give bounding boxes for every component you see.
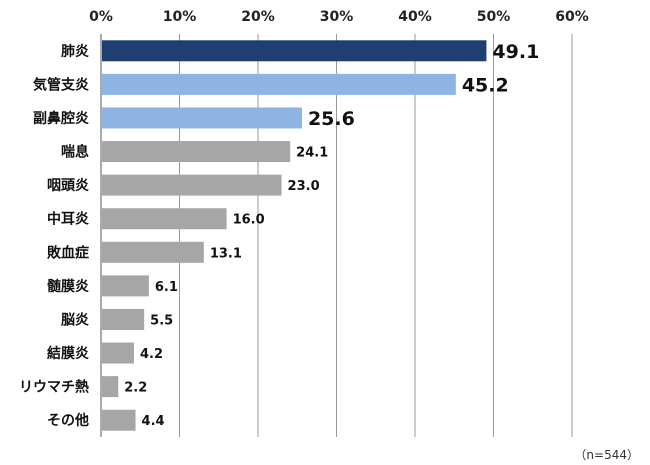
value-label-6: 13.1 [210,246,242,261]
value-label-1: 45.2 [462,74,509,96]
bar-5 [102,208,227,230]
x-tick-label-0: 0% [89,9,113,25]
category-label-2: 副鼻腔炎 [33,110,89,127]
value-label-3: 24.1 [296,146,328,161]
value-label-7: 6.1 [155,280,178,295]
x-tick-label-10: 10% [163,9,197,25]
bar-4 [102,174,282,196]
value-label-8: 5.5 [150,313,173,328]
category-label-0: 肺炎 [61,44,89,60]
x-tick-label-20: 20% [241,9,275,25]
bar-10 [102,376,119,398]
category-label-1: 気管支炎 [33,76,89,93]
value-label-2: 25.6 [308,108,355,130]
category-label-5: 中耳炎 [47,211,89,228]
category-label-8: 脳炎 [61,311,89,328]
bar-7 [102,275,149,297]
grid-layer [100,34,573,437]
category-label-10: リウマチ熱 [19,379,89,396]
bars [102,40,487,431]
value-label-5: 16.0 [233,213,265,228]
value-label-9: 4.2 [140,347,163,362]
bar-1 [102,73,456,95]
bar-6 [102,241,204,263]
value-label-11: 4.4 [142,414,165,429]
category-label-7: 髄膜炎 [47,278,89,295]
category-label-6: 敗血症 [47,244,89,261]
value-label-0: 49.1 [492,41,539,63]
value-labels: 49.1 45.2 25.6 24.1 23.0 16.0 13.1 6.1 5.5 4.2 2.2… [124,41,539,429]
bar-11 [102,409,136,431]
x-tick-label-40: 40% [398,9,432,25]
value-label-10: 2.2 [124,381,147,396]
x-tick-label-60: 60% [555,9,589,25]
bar-0 [102,40,487,62]
x-tick-label-50: 50% [477,9,511,25]
x-tick-label-30: 30% [320,9,354,25]
category-label-3: 喘息 [61,144,89,161]
bar-2 [102,107,302,129]
value-label-4: 23.0 [288,179,320,194]
category-label-9: 結膜炎 [47,345,89,362]
bar-3 [102,141,291,163]
tick-labels: 0% 10% 20% 30% 40% 50% 60% [89,9,589,25]
bar-8 [102,308,145,330]
category-label-4: 咽頭炎 [47,178,89,194]
category-label-11: その他 [47,412,89,429]
sample-size-note: （n=544） [574,448,639,462]
bar-9 [102,342,134,364]
